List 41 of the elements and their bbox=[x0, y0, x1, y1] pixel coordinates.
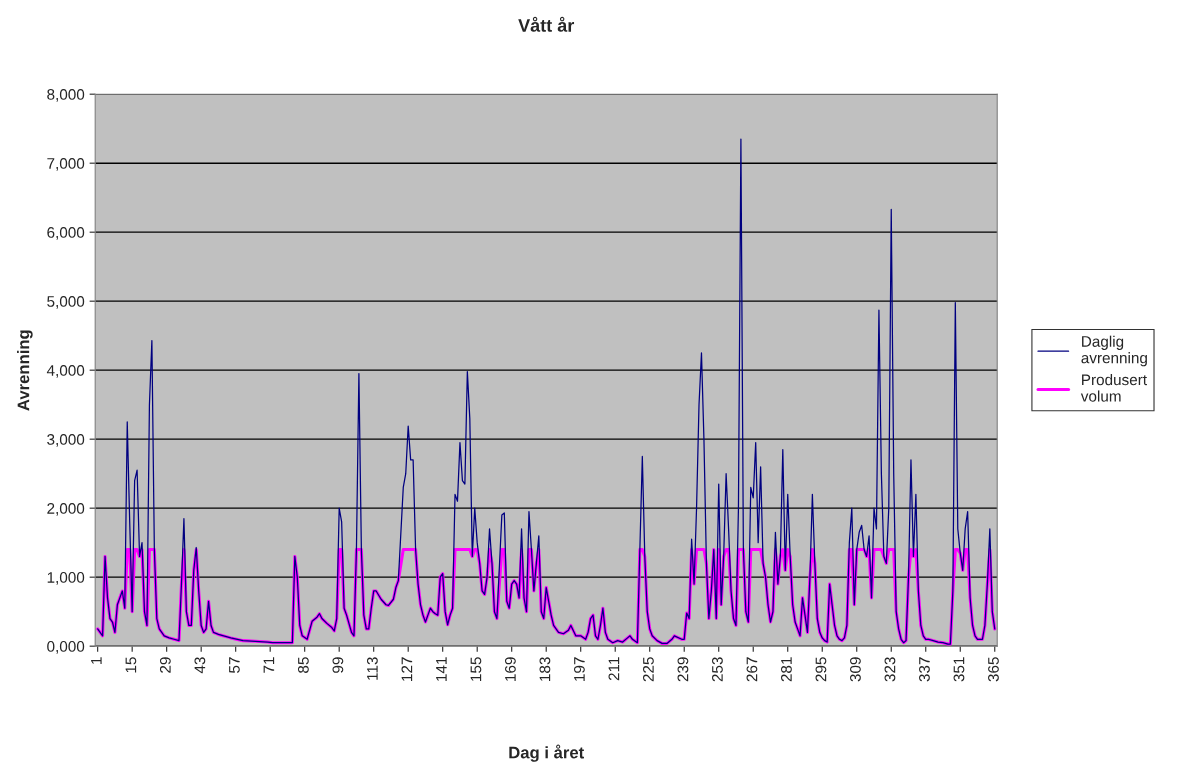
x-tick-label: 281 bbox=[781, 657, 792, 682]
y-tick-label: 3,000 bbox=[47, 434, 85, 447]
x-tick-label: 127 bbox=[401, 657, 413, 681]
x-tick-label: 15 bbox=[125, 657, 137, 673]
y-tick-label: 2,000 bbox=[47, 503, 85, 516]
x-tick-label: 351 bbox=[953, 657, 965, 682]
x-tick-label: 253 bbox=[712, 657, 723, 682]
y-tick-label: 6,000 bbox=[47, 227, 85, 240]
x-tick-label: 323 bbox=[884, 657, 896, 682]
x-tick-label: 337 bbox=[919, 657, 930, 682]
x-tick-label: 295 bbox=[815, 657, 827, 682]
x-tick-label: 267 bbox=[746, 657, 758, 682]
x-tick-label: 99 bbox=[332, 657, 344, 673]
x-tick-label: 225 bbox=[643, 657, 654, 682]
x-axis-title: Dag i året bbox=[509, 744, 584, 762]
x-tick-label: 113 bbox=[366, 657, 378, 680]
legend-label: Produsert volum bbox=[1080, 373, 1147, 402]
x-tick-label: 1 bbox=[91, 657, 102, 664]
y-axis-title: Avrenning bbox=[17, 330, 33, 411]
x-tick-label: 309 bbox=[850, 657, 861, 682]
x-tick-label: 43 bbox=[194, 657, 206, 674]
y-tick-label: 5,000 bbox=[47, 296, 85, 309]
x-tick-label: 71 bbox=[263, 657, 275, 673]
legend-label: Daglig avrenning bbox=[1081, 335, 1147, 367]
x-tick-label: 57 bbox=[229, 657, 240, 673]
x-tick-label: 183 bbox=[539, 657, 551, 681]
x-tick-label: 169 bbox=[504, 657, 516, 681]
y-tick-label: 1,000 bbox=[47, 572, 85, 585]
y-tick-label: 0,000 bbox=[47, 641, 85, 654]
x-tick-label: 85 bbox=[297, 657, 309, 673]
x-tick-label: 141 bbox=[436, 657, 447, 681]
x-tick-label: 29 bbox=[159, 657, 171, 673]
y-tick-label: 7,000 bbox=[47, 158, 85, 171]
chart-title: Vått år bbox=[518, 16, 575, 32]
x-tick-label: 211 bbox=[608, 657, 620, 681]
y-tick-label: 8,000 bbox=[47, 89, 85, 102]
x-tick-label: 197 bbox=[574, 657, 585, 681]
x-tick-label: 239 bbox=[677, 657, 689, 682]
y-tick-label: 4,000 bbox=[46, 365, 85, 378]
x-tick-label: 155 bbox=[470, 657, 482, 681]
x-tick-label: 365 bbox=[988, 657, 999, 682]
